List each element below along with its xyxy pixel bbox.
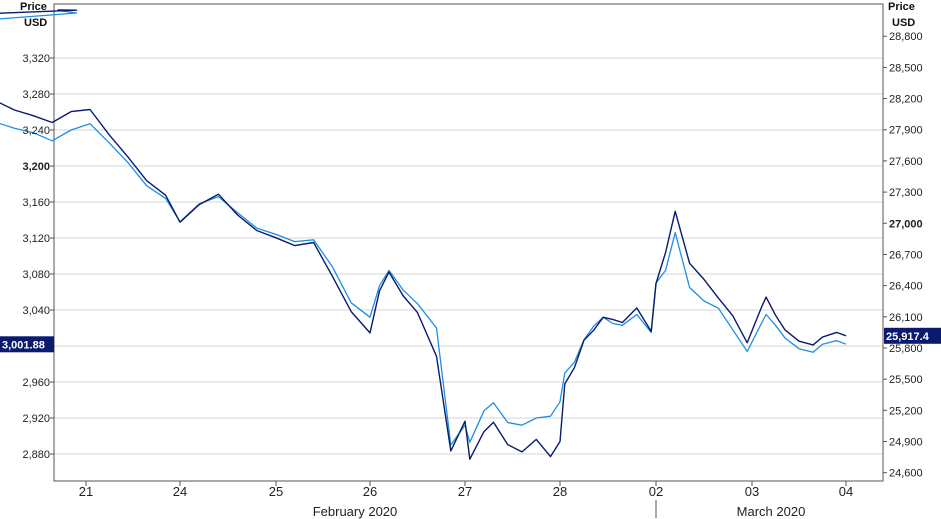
right-tick-label: 27,600: [889, 156, 923, 168]
left-axis-title-line2: USD: [24, 17, 47, 29]
month-label-february: February 2020: [313, 504, 398, 519]
right-axis-title-line2: USD: [892, 17, 915, 29]
plot-frame: [53, 3, 884, 482]
x-tick-label: 02: [649, 484, 663, 499]
right-tick-label: 24,600: [889, 468, 923, 480]
left-tick-label: 3,160: [22, 197, 50, 209]
right-tick-label: 25,800: [889, 343, 923, 355]
right-current-value-badge: 25,917.4: [884, 327, 941, 344]
right-tick-label: 26,400: [889, 281, 923, 293]
x-tick-label: 03: [745, 484, 759, 499]
right-tick-label: 27,300: [889, 187, 923, 199]
x-axis-ticks: 21 24 25 26 27 28 02 03 04: [79, 481, 853, 499]
left-tick-label: 2,920: [22, 413, 50, 425]
x-tick-label: 04: [839, 484, 853, 499]
right-tick-label: 28,200: [889, 94, 923, 106]
left-tick-label: 3,120: [22, 233, 50, 245]
gridlines: [54, 57, 883, 455]
right-current-value-label: 25,917.4: [886, 331, 930, 343]
right-tick-label: 26,100: [889, 312, 923, 324]
x-tick-label: 28: [553, 484, 567, 499]
x-tick-label: 26: [363, 484, 377, 499]
left-tick-label: 2,960: [22, 377, 50, 389]
right-current-badge-bg: [884, 327, 941, 344]
x-tick-label: 25: [269, 484, 283, 499]
right-tick-label: 27,900: [889, 125, 923, 137]
left-current-badge-bg: [0, 336, 54, 353]
left-tick-label: 3,240: [22, 125, 50, 137]
left-tick-label: 3,200: [22, 161, 50, 173]
series-line-left: [0, 9, 847, 446]
left-tick-label: 3,280: [22, 89, 50, 101]
right-tick-label: 25,200: [889, 405, 923, 417]
right-axis-ticks: 24,600 24,900 25,200 25,500 25,800 26,100 26,4…: [883, 31, 923, 480]
right-tick-label: 27,000: [889, 218, 923, 230]
left-tick-label: 3,320: [22, 53, 50, 65]
right-axis-title-line1: Price: [888, 1, 915, 13]
right-tick-label: 24,900: [889, 437, 923, 449]
left-tick-label: 3,080: [22, 269, 50, 281]
x-tick-label: 27: [458, 484, 472, 499]
month-label-march: March 2020: [737, 504, 806, 519]
x-tick-label: 21: [79, 484, 93, 499]
left-tick-label: 3,040: [22, 305, 50, 317]
left-axis-title-line1: Price: [20, 1, 47, 13]
left-current-value-badge: 3,001.88: [0, 336, 54, 353]
series-line-right: [0, 9, 847, 460]
right-tick-label: 25,500: [889, 374, 923, 386]
right-tick-label: 26,700: [889, 249, 923, 261]
x-tick-label: 24: [173, 484, 187, 499]
right-tick-label: 28,800: [889, 31, 923, 43]
right-tick-label: 28,500: [889, 62, 923, 74]
left-tick-label: 2,880: [22, 449, 50, 461]
left-current-value-label: 3,001.88: [2, 339, 45, 351]
series-layer: [0, 9, 847, 460]
